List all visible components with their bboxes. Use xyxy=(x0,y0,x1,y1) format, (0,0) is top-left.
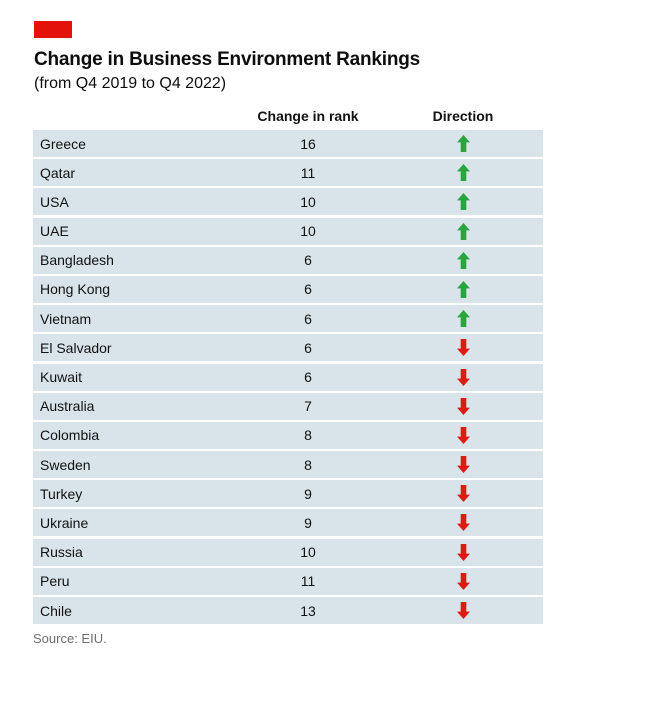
table-row: Colombia 8 xyxy=(33,421,543,449)
rank-value: 7 xyxy=(304,398,312,415)
direction-cell xyxy=(383,426,543,444)
country-label: Sweden xyxy=(40,456,91,473)
country-label: Ukraine xyxy=(40,514,89,531)
down-arrow-icon xyxy=(456,602,470,619)
direction-cell xyxy=(383,485,543,503)
direction-cell xyxy=(383,135,543,152)
table-row: Russia 10 xyxy=(33,538,543,566)
table-row: Qatar 11 xyxy=(33,159,543,187)
direction-cell xyxy=(383,397,543,415)
direction-cell xyxy=(383,251,543,269)
country-label: Hong Kong xyxy=(40,281,111,298)
table-row: Bangladesh 6 xyxy=(33,246,543,274)
rank-value: 6 xyxy=(304,310,312,327)
rank-value: 10 xyxy=(300,193,316,210)
down-arrow-icon xyxy=(456,397,470,415)
down-arrow-icon xyxy=(456,368,470,386)
country-label: Kuwait xyxy=(40,369,83,385)
table-row: Greece 16 xyxy=(33,130,543,157)
direction-cell xyxy=(383,280,543,298)
brand-mark xyxy=(34,21,72,38)
rank-value: 16 xyxy=(300,135,316,152)
direction-cell xyxy=(383,310,543,328)
column-header-change-in-rank: Change in rank xyxy=(257,108,359,124)
rank-value: 11 xyxy=(300,164,316,181)
direction-cell xyxy=(383,514,543,532)
country-label: Vietnam xyxy=(40,310,92,327)
table-row: Hong Kong 6 xyxy=(33,275,543,303)
rank-value: 9 xyxy=(304,514,312,531)
up-arrow-icon xyxy=(456,135,470,152)
table-row: Australia 7 xyxy=(33,392,543,420)
source-note: Source: EIU. xyxy=(33,631,107,646)
table-row: Ukraine 9 xyxy=(33,509,543,537)
rank-value: 6 xyxy=(304,339,312,356)
up-arrow-icon xyxy=(456,310,470,328)
direction-cell xyxy=(383,193,543,211)
table-body: Greece 16 Qatar 11 USA 10 UAE 10 xyxy=(33,130,543,624)
up-arrow-icon xyxy=(456,222,470,240)
country-label: Qatar xyxy=(40,164,76,181)
rank-value: 10 xyxy=(300,544,316,561)
rank-value: 11 xyxy=(300,573,316,590)
country-label: Russia xyxy=(40,544,83,561)
down-arrow-icon xyxy=(456,339,470,357)
down-arrow-icon xyxy=(456,514,470,532)
table-row: Peru 11 xyxy=(33,567,543,595)
direction-cell xyxy=(383,572,543,590)
table-row: Chile 13 xyxy=(33,597,543,624)
page-title: Change in Business Environment Rankings xyxy=(34,49,420,70)
up-arrow-icon xyxy=(456,280,470,298)
country-label: Greece xyxy=(40,135,86,152)
rank-value: 10 xyxy=(300,223,316,240)
country-label: Australia xyxy=(40,398,95,415)
rank-value: 6 xyxy=(304,369,312,385)
direction-cell xyxy=(383,456,543,474)
rank-value: 8 xyxy=(304,427,312,444)
rank-value: 8 xyxy=(304,456,312,473)
page-subtitle: (from Q4 2019 to Q4 2022) xyxy=(34,75,227,92)
down-arrow-icon xyxy=(456,426,470,444)
rank-value: 6 xyxy=(304,252,312,269)
column-header-direction: Direction xyxy=(432,108,494,124)
country-label: UAE xyxy=(40,223,69,240)
country-label: Bangladesh xyxy=(40,252,114,269)
direction-cell xyxy=(383,368,543,386)
country-label: Chile xyxy=(40,602,72,619)
direction-cell xyxy=(383,602,543,619)
up-arrow-icon xyxy=(456,251,470,269)
direction-cell xyxy=(383,543,543,561)
direction-cell xyxy=(383,164,543,182)
table-row: Sweden 8 xyxy=(33,451,543,479)
table-row: El Salvador 6 xyxy=(33,334,543,362)
direction-cell xyxy=(383,339,543,357)
country-label: Peru xyxy=(40,573,70,590)
direction-cell xyxy=(383,222,543,240)
table-row: UAE 10 xyxy=(33,217,543,245)
down-arrow-icon xyxy=(456,456,470,474)
up-arrow-icon xyxy=(456,164,470,182)
country-label: El Salvador xyxy=(40,339,112,356)
rank-value: 6 xyxy=(304,281,312,298)
table-row: USA 10 xyxy=(33,188,543,216)
table-row: Turkey 9 xyxy=(33,480,543,508)
country-label: Turkey xyxy=(40,485,83,502)
rank-value: 13 xyxy=(300,602,316,619)
country-label: Colombia xyxy=(40,427,100,444)
table-row: Kuwait 6 xyxy=(33,363,543,391)
down-arrow-icon xyxy=(456,543,470,561)
rank-value: 9 xyxy=(304,485,312,502)
table-header: Change in rank Direction xyxy=(33,108,543,124)
up-arrow-icon xyxy=(456,193,470,211)
down-arrow-icon xyxy=(456,572,470,590)
down-arrow-icon xyxy=(456,485,470,503)
table-row: Vietnam 6 xyxy=(33,305,543,333)
column-header-country xyxy=(33,108,233,124)
country-label: USA xyxy=(40,193,69,210)
